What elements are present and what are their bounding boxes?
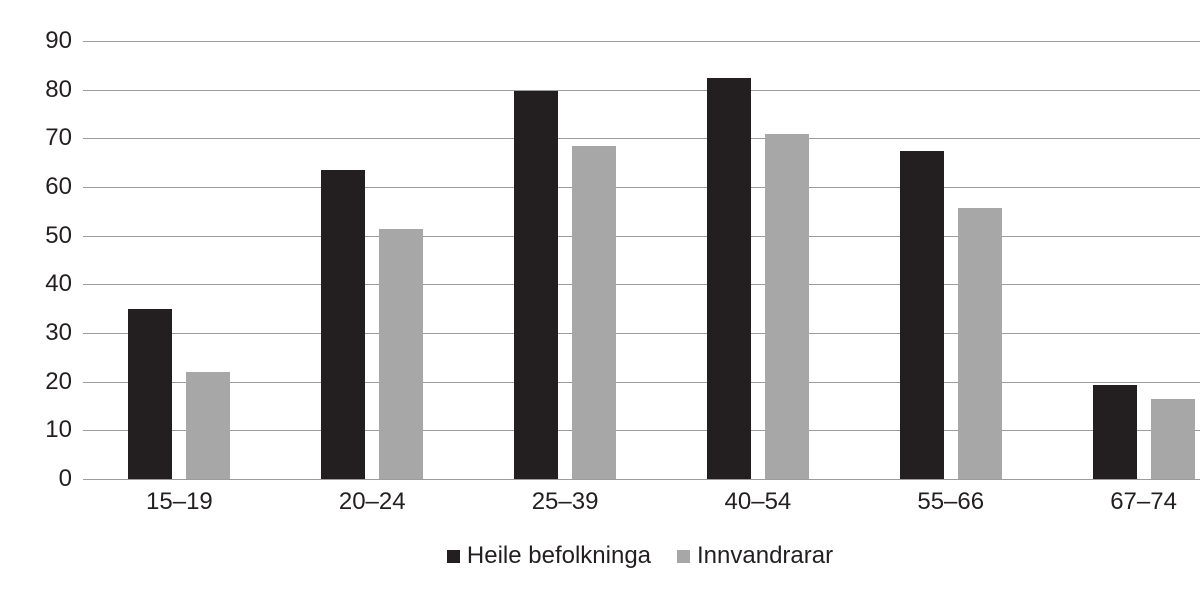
x-tick-label-15-19: 15–19 <box>146 488 213 515</box>
bar-innvandrarar-20-24 <box>379 229 424 479</box>
legend-label: Heile befolkninga <box>466 542 652 569</box>
legend-label: Innvandrarar <box>697 542 834 569</box>
y-tick-label-0: 0 <box>58 465 72 492</box>
gridline-y-30 <box>83 333 1200 334</box>
bar-innvandrarar-67-74 <box>1150 399 1195 479</box>
gridline-y-50 <box>83 235 1200 237</box>
y-tick-label-10: 10 <box>45 416 72 444</box>
legend-swatch-gray-icon <box>677 549 691 563</box>
legend-item-heile-befolkninga: Heile befolkninga <box>446 542 652 569</box>
y-tick-label-60: 60 <box>45 173 72 200</box>
plot-area <box>83 41 1200 480</box>
y-tick-label-40: 40 <box>45 270 72 298</box>
legend-item-innvandrarar: Innvandrarar <box>677 543 833 569</box>
gridline-y-80 <box>83 89 1200 91</box>
bar-innvandrarar-55-66 <box>957 207 1002 479</box>
bar-innvandrarar-15-19 <box>186 371 231 479</box>
bar-chart: 0 10 20 30 40 50 60 70 80 90 15–19 20–24 25–39 40–54… <box>40 16 1200 581</box>
x-axis-baseline <box>83 479 1200 480</box>
legend-swatch-black-icon <box>446 549 460 563</box>
bar-heile-befolkninga-40-54 <box>706 77 751 479</box>
y-tick-label-50: 50 <box>45 221 72 249</box>
x-tick-label-40-54: 40–54 <box>724 488 792 515</box>
gridline-y-70 <box>83 138 1200 140</box>
x-tick-label-55-66: 55–66 <box>917 488 985 515</box>
y-tick-label-90: 90 <box>45 27 72 54</box>
y-tick-label-80: 80 <box>45 75 72 103</box>
y-tick-label-70: 70 <box>45 124 72 152</box>
bar-heile-befolkninga-25-39 <box>514 90 559 479</box>
gridline-y-90 <box>83 41 1200 42</box>
gridline-y-20 <box>83 381 1200 383</box>
x-tick-label-25-39: 25–39 <box>531 488 599 515</box>
bar-heile-befolkninga-20-24 <box>321 169 366 479</box>
gridline-y-60 <box>83 187 1200 188</box>
bar-heile-befolkninga-15-19 <box>128 308 173 479</box>
bar-heile-befolkninga-67-74 <box>1092 385 1137 479</box>
chart-legend: Heile befolkninga Innvandrarar <box>40 543 1200 569</box>
x-tick-label-67-74: 67–74 <box>1110 488 1177 515</box>
bar-heile-befolkninga-55-66 <box>899 151 944 479</box>
y-tick-label-20: 20 <box>45 367 72 395</box>
y-tick-label-30: 30 <box>45 319 72 346</box>
bar-innvandrarar-40-54 <box>764 134 809 479</box>
x-tick-label-20-24: 20–24 <box>338 488 406 515</box>
bar-innvandrarar-25-39 <box>572 145 617 479</box>
gridline-y-40 <box>83 284 1200 286</box>
gridline-y-10 <box>83 430 1200 432</box>
